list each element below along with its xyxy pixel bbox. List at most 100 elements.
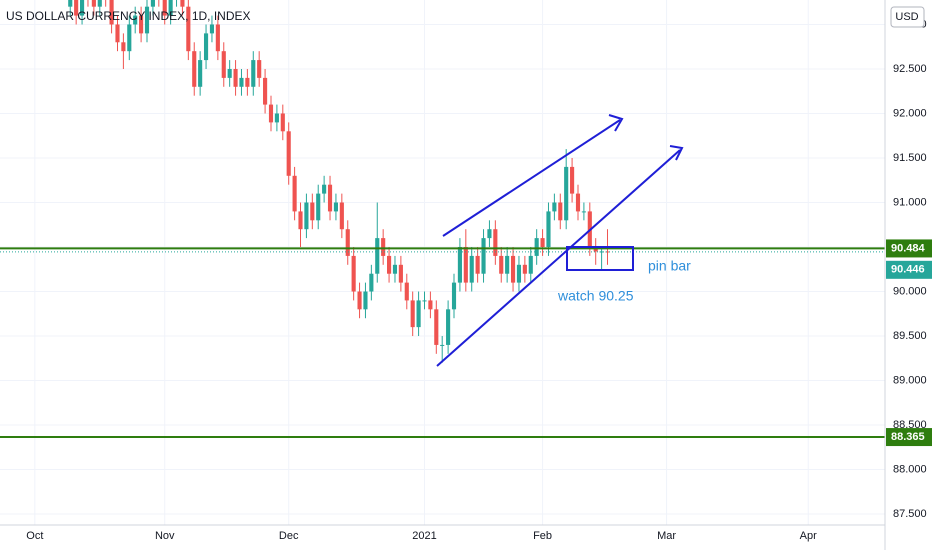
candle-body — [316, 193, 321, 221]
y-tick-label: 90.000 — [893, 285, 927, 297]
candle-body — [357, 291, 362, 310]
candle-body — [139, 15, 144, 34]
candle-body — [570, 166, 575, 194]
candle-body — [239, 77, 244, 87]
candle-body — [168, 0, 173, 16]
candle-body — [363, 291, 368, 310]
annotation: watch 90.25 — [557, 288, 634, 304]
y-tick-label: 89.000 — [893, 374, 927, 386]
y-tick-label: 88.500 — [893, 419, 927, 431]
candle-body — [257, 60, 262, 78]
candle-body — [251, 60, 256, 87]
candle-body — [68, 0, 73, 7]
chart-title: US DOLLAR CURRENCY INDEX, 1D, INDEX — [6, 9, 251, 23]
candle-body — [280, 113, 285, 132]
candle-body — [150, 0, 155, 7]
candle-body — [162, 0, 167, 16]
candle-body — [345, 229, 350, 256]
candle-body — [599, 251, 604, 253]
candle-body — [186, 6, 191, 52]
currency: USD — [895, 11, 918, 23]
x-tick-label: Mar — [657, 530, 676, 542]
price-label-box — [886, 260, 932, 279]
candle-body — [144, 6, 150, 34]
candle-body — [227, 68, 232, 78]
candle-body — [310, 202, 315, 221]
candle-body — [115, 24, 120, 43]
candle-body — [233, 68, 238, 87]
candle-body — [605, 251, 610, 253]
candle-body — [127, 24, 132, 52]
candle-body — [493, 229, 498, 256]
candle-body — [481, 238, 486, 274]
candle-body — [392, 264, 398, 274]
candle-body — [499, 255, 504, 274]
candle-body — [505, 255, 510, 274]
x-tick-label: Apr — [800, 530, 817, 542]
annotation: pin bar — [648, 258, 691, 274]
candle-body — [475, 255, 480, 274]
candle-body — [322, 184, 327, 194]
x-tick-label: Oct — [26, 530, 43, 542]
candle-body — [516, 264, 522, 283]
trend-line — [436, 149, 681, 367]
candle-body — [398, 264, 403, 283]
candle-body — [292, 175, 297, 212]
candle-body — [387, 255, 392, 274]
y-tick-label: 89.500 — [893, 330, 927, 342]
candle-body — [410, 300, 415, 328]
candle-body — [522, 264, 527, 274]
candle-body — [304, 202, 309, 230]
candle-body — [327, 184, 333, 212]
candle-body — [198, 60, 203, 87]
candle-body — [546, 211, 551, 248]
candle-body — [463, 247, 468, 283]
candle-body — [575, 193, 581, 212]
candle-body — [369, 273, 374, 292]
candle-body — [74, 0, 79, 16]
x-tick-label: Dec — [279, 530, 299, 542]
y-tick-label: 92.000 — [893, 107, 927, 119]
candle-body — [79, 0, 85, 16]
candle-body — [274, 113, 279, 123]
drawings — [436, 114, 684, 367]
x-tick-label: Nov — [155, 530, 175, 542]
arrow-head — [608, 114, 624, 132]
y-tick-label: 87.500 — [893, 508, 927, 520]
candle-body — [552, 202, 557, 212]
candle-body — [510, 255, 516, 283]
candle-body — [97, 0, 102, 7]
candle-body — [581, 211, 586, 213]
candle-body — [469, 255, 474, 283]
candle-body — [440, 344, 445, 346]
candle-body — [121, 42, 126, 52]
axes: 93.00092.50092.00091.50091.00090.50090.0… — [26, 18, 932, 542]
candle-body — [434, 309, 439, 345]
candle-body — [451, 282, 457, 310]
candle-body — [404, 282, 409, 301]
candle-body — [487, 229, 492, 239]
candle-body — [268, 104, 274, 123]
candle-body — [381, 238, 386, 256]
price-label-box — [886, 428, 932, 447]
candle-body — [245, 77, 250, 87]
candle-body — [215, 24, 220, 52]
candle-body — [422, 300, 427, 302]
currency-box — [890, 6, 925, 28]
candle-body — [564, 166, 569, 221]
x-tick-label: Feb — [533, 530, 552, 542]
y-tick-label: 88.000 — [893, 463, 927, 475]
candle-body — [528, 255, 533, 274]
candle-body — [209, 24, 215, 34]
candle-body — [263, 77, 268, 105]
price-label-box — [886, 239, 932, 258]
candle-body — [339, 202, 344, 230]
candle-body — [286, 131, 291, 176]
y-tick-label: 91.500 — [893, 152, 927, 164]
candle-body — [534, 238, 539, 256]
price-label: 90.446 — [891, 264, 925, 276]
candle-body — [416, 300, 421, 328]
candles — [68, 0, 610, 363]
price-label: 90.484 — [891, 242, 926, 254]
